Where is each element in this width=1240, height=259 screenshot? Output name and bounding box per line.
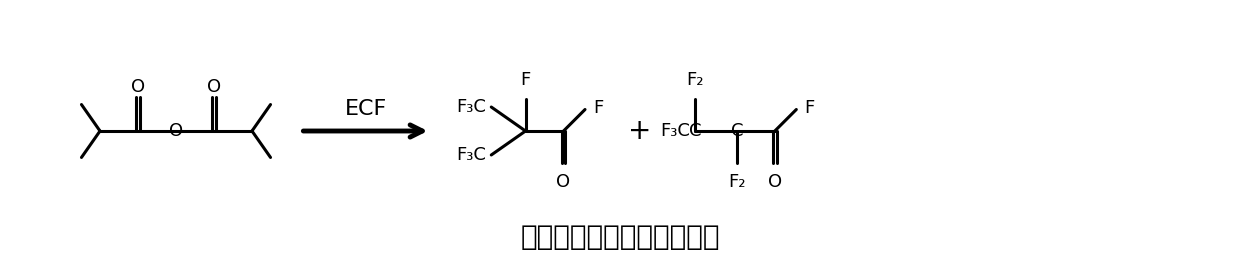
Text: F₃C: F₃C <box>660 122 689 140</box>
Text: 异丁酸酝的电化学氟化反应: 异丁酸酝的电化学氟化反应 <box>521 223 719 251</box>
Text: O: O <box>169 122 184 140</box>
Text: F: F <box>805 98 815 117</box>
Text: F₃C: F₃C <box>456 146 486 164</box>
Text: C: C <box>688 122 702 140</box>
Text: ECF: ECF <box>345 99 387 119</box>
Text: F₃C: F₃C <box>456 98 486 116</box>
Text: O: O <box>207 78 221 96</box>
Text: F₂: F₂ <box>686 71 704 89</box>
Text: O: O <box>768 173 782 191</box>
Text: F: F <box>521 71 531 89</box>
Text: O: O <box>131 78 145 96</box>
Text: O: O <box>557 173 570 191</box>
Text: +: + <box>629 117 652 145</box>
Text: C: C <box>730 122 743 140</box>
Text: F: F <box>593 98 604 117</box>
Text: F₂: F₂ <box>728 173 745 191</box>
